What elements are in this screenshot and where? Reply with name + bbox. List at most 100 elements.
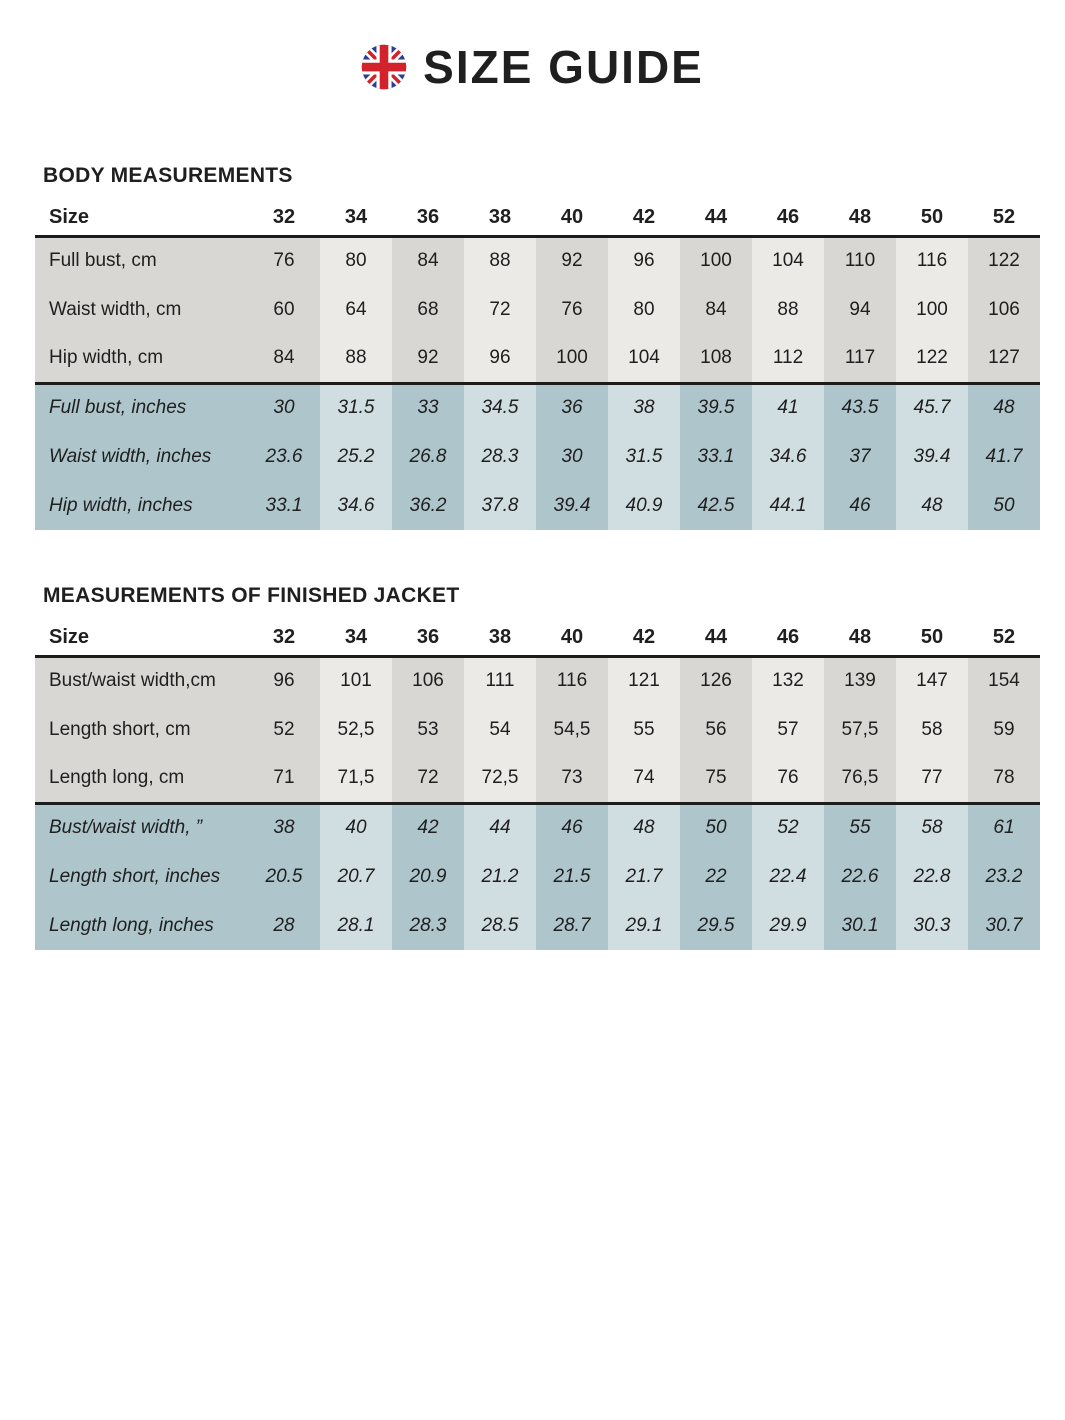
measurement-value: 39.4 <box>536 481 608 530</box>
size-column-header: 52 <box>968 200 1040 238</box>
measurement-value: 40 <box>320 803 392 852</box>
measurement-value: 46 <box>824 481 896 530</box>
size-column-header: 48 <box>824 620 896 658</box>
size-column-header: 42 <box>608 620 680 658</box>
measurement-value: 23.6 <box>248 432 320 481</box>
measurement-value: 22.4 <box>752 852 824 901</box>
finished-jacket-table: Size 32 34 36 38 40 42 44 46 48 50 52 Bust/waist wid… <box>35 620 1040 950</box>
table-row: Waist width, inches 23.6 25.2 26.8 28.3 30 31.… <box>35 432 1040 481</box>
table-row: Length short, inches 20.5 20.7 20.9 21.2 21.5… <box>35 852 1040 901</box>
measurement-value: 30.7 <box>968 901 1040 950</box>
measurement-value: 110 <box>824 236 896 285</box>
size-column-header: 44 <box>680 200 752 238</box>
measurement-value: 41.7 <box>968 432 1040 481</box>
measurement-value: 39.5 <box>680 383 752 432</box>
measurement-value: 76,5 <box>824 754 896 805</box>
measurement-value: 41 <box>752 383 824 432</box>
size-column-header: 46 <box>752 200 824 238</box>
measurement-value: 50 <box>680 803 752 852</box>
measurement-value: 20.7 <box>320 852 392 901</box>
row-label: Full bust, inches <box>35 383 248 432</box>
measurement-value: 43.5 <box>824 383 896 432</box>
body-measurements-heading: BODY MEASUREMENTS <box>43 164 293 187</box>
measurement-value: 121 <box>608 656 680 705</box>
measurement-value: 37.8 <box>464 481 536 530</box>
measurement-value: 30 <box>536 432 608 481</box>
measurement-value: 84 <box>680 285 752 334</box>
size-column-header: 36 <box>392 620 464 658</box>
measurement-value: 30.3 <box>896 901 968 950</box>
measurement-value: 46 <box>536 803 608 852</box>
measurement-value: 28.5 <box>464 901 536 950</box>
measurement-value: 31.5 <box>608 432 680 481</box>
table-row: Length long, cm 71 71,5 72 72,5 73 74 75 76 76,5 7… <box>35 754 1040 805</box>
measurement-value: 29.9 <box>752 901 824 950</box>
row-label: Length long, cm <box>35 754 248 805</box>
measurement-value: 74 <box>608 754 680 805</box>
table-row: Bust/waist width, ” 38 40 42 44 46 48 50 52 55 58 6… <box>35 803 1040 852</box>
measurement-value: 48 <box>896 481 968 530</box>
measurement-value: 50 <box>968 481 1040 530</box>
measurement-value: 45.7 <box>896 383 968 432</box>
size-column-header: 46 <box>752 620 824 658</box>
body-measurements-table: Size 32 34 36 38 40 42 44 46 48 50 52 Full bust, cm 7… <box>35 200 1040 530</box>
uk-flag-icon <box>361 44 407 90</box>
size-header-row: Size 32 34 36 38 40 42 44 46 48 50 52 <box>35 200 1040 238</box>
size-header-row: Size 32 34 36 38 40 42 44 46 48 50 52 <box>35 620 1040 658</box>
measurement-value: 61 <box>968 803 1040 852</box>
measurement-value: 20.9 <box>392 852 464 901</box>
measurement-value: 38 <box>248 803 320 852</box>
size-header-label: Size <box>35 200 248 238</box>
measurement-value: 53 <box>392 705 464 754</box>
row-label: Bust/waist width,cm <box>35 656 248 705</box>
size-column-header: 38 <box>464 620 536 658</box>
measurement-value: 94 <box>824 285 896 334</box>
measurement-value: 54,5 <box>536 705 608 754</box>
measurement-value: 64 <box>320 285 392 334</box>
measurement-value: 96 <box>608 236 680 285</box>
size-header-label: Size <box>35 620 248 658</box>
page-title: SIZE GUIDE <box>423 41 704 93</box>
measurement-value: 34.6 <box>752 432 824 481</box>
measurement-value: 44 <box>464 803 536 852</box>
measurement-value: 25.2 <box>320 432 392 481</box>
table-row: Length short, cm 52 52,5 53 54 54,5 55 56 57 57,5… <box>35 705 1040 754</box>
measurement-value: 33.1 <box>248 481 320 530</box>
measurement-value: 84 <box>392 236 464 285</box>
measurement-value: 92 <box>392 334 464 385</box>
measurement-value: 71 <box>248 754 320 805</box>
measurement-value: 26.8 <box>392 432 464 481</box>
measurement-value: 33.1 <box>680 432 752 481</box>
measurement-value: 33 <box>392 383 464 432</box>
measurement-value: 42.5 <box>680 481 752 530</box>
measurement-value: 56 <box>680 705 752 754</box>
measurement-value: 88 <box>464 236 536 285</box>
size-column-header: 48 <box>824 200 896 238</box>
measurement-value: 34.6 <box>320 481 392 530</box>
measurement-value: 92 <box>536 236 608 285</box>
row-label: Hip width, cm <box>35 334 248 385</box>
measurement-value: 122 <box>896 334 968 385</box>
measurement-value: 21.5 <box>536 852 608 901</box>
measurement-value: 40.9 <box>608 481 680 530</box>
measurement-value: 117 <box>824 334 896 385</box>
measurement-value: 80 <box>608 285 680 334</box>
measurement-value: 55 <box>824 803 896 852</box>
size-column-header: 52 <box>968 620 1040 658</box>
row-label: Length long, inches <box>35 901 248 950</box>
table-row: Length long, inches 28 28.1 28.3 28.5 28.7 29.… <box>35 901 1040 950</box>
measurement-value: 57,5 <box>824 705 896 754</box>
measurement-value: 28.3 <box>392 901 464 950</box>
measurement-value: 52 <box>752 803 824 852</box>
measurement-value: 106 <box>968 285 1040 334</box>
row-label: Full bust, cm <box>35 236 248 285</box>
measurement-value: 71,5 <box>320 754 392 805</box>
measurement-value: 72 <box>392 754 464 805</box>
measurement-value: 126 <box>680 656 752 705</box>
measurement-value: 80 <box>320 236 392 285</box>
table-row: Hip width, cm 84 88 92 96 100 104 108 112 117 122 1… <box>35 334 1040 385</box>
measurement-value: 76 <box>248 236 320 285</box>
measurement-value: 21.2 <box>464 852 536 901</box>
measurement-value: 116 <box>536 656 608 705</box>
measurement-value: 104 <box>752 236 824 285</box>
